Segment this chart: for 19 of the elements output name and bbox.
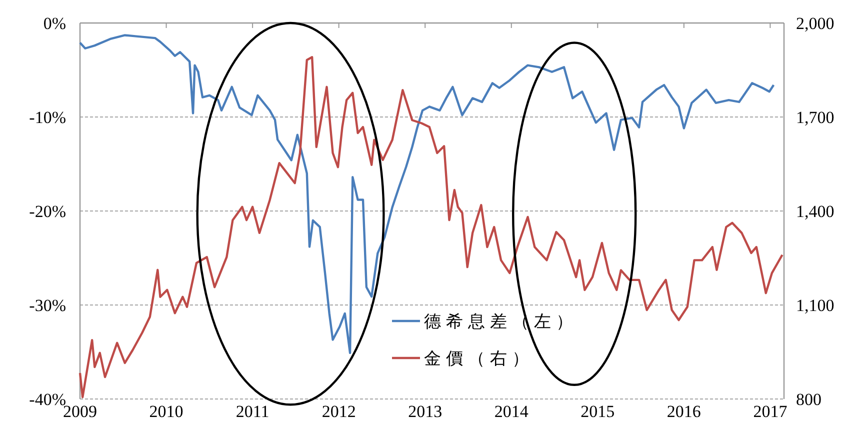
y2-tick-label: 1,100 bbox=[796, 296, 834, 315]
x-tick-label: 2013 bbox=[408, 402, 442, 421]
x-tick-label: 2015 bbox=[580, 402, 615, 421]
x-tick-label: 2012 bbox=[322, 402, 356, 421]
y-tick-label: 0% bbox=[43, 14, 66, 33]
line-series bbox=[78, 56, 784, 398]
y2-tick-label: 2,000 bbox=[796, 14, 834, 33]
x-tick-label: 2016 bbox=[666, 402, 701, 421]
x-tick-label: 2014 bbox=[494, 402, 529, 421]
legend-label: 金價（右） bbox=[424, 349, 534, 368]
y-tick-label: -20% bbox=[29, 202, 66, 221]
x-tick-label: 2017 bbox=[753, 402, 788, 421]
x-tick-label: 2011 bbox=[236, 402, 270, 421]
y-tick-label: -10% bbox=[29, 108, 66, 127]
y2-tick-label: 1,700 bbox=[796, 108, 834, 127]
y2-tick-label: 800 bbox=[796, 390, 822, 409]
y-tick-label: -30% bbox=[29, 296, 66, 315]
x-tick-label: 2010 bbox=[149, 402, 184, 421]
y2-tick-label: 1,400 bbox=[796, 202, 834, 221]
